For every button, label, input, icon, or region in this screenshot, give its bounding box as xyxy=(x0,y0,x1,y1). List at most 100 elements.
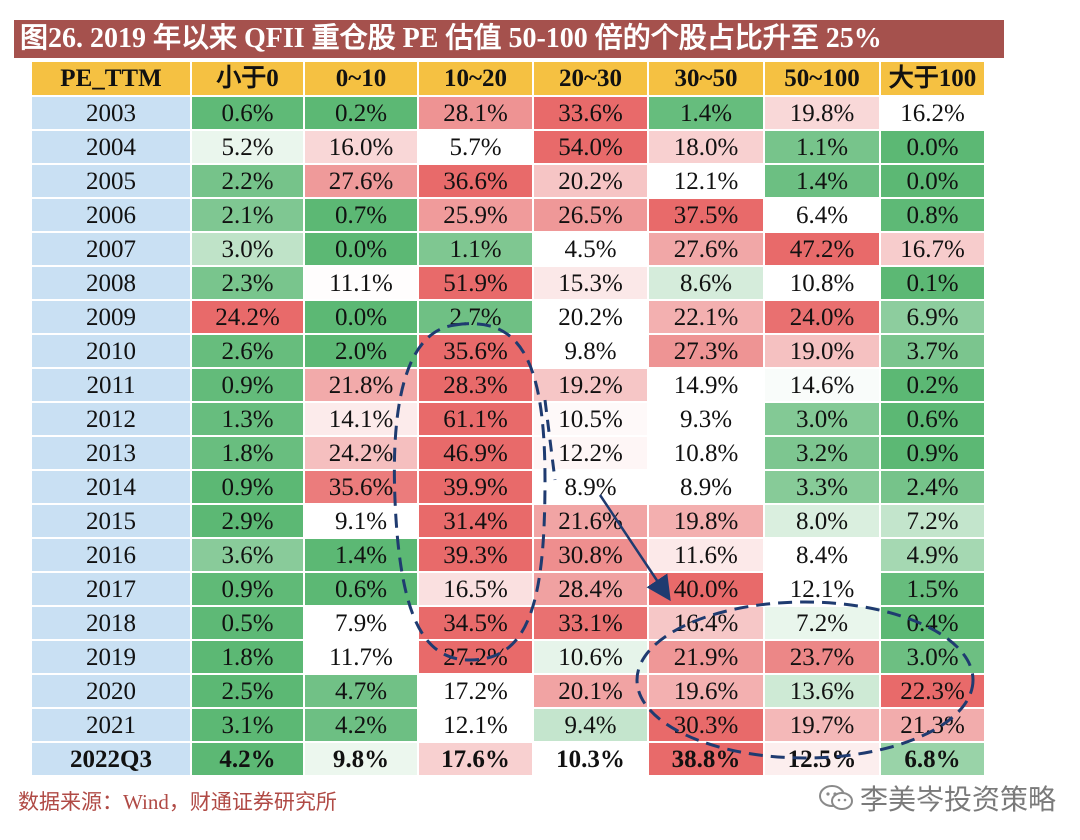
table-cell: 16.7% xyxy=(879,231,986,267)
table-row: 2022Q3 4.2% 9.8% 17.6% 10.3% 38.8% 12.5% 6.8% xyxy=(30,741,986,777)
pe-distribution-table: PE_TTM 小于0 0~10 10~20 20~30 30~50 50~100… xyxy=(30,60,986,777)
table-cell: 8.9% xyxy=(647,469,765,505)
table-cell: 0.1% xyxy=(879,265,986,301)
row-label: 2010 xyxy=(30,333,192,369)
table-cell: 0.9% xyxy=(879,435,986,471)
table-cell: 19.8% xyxy=(647,503,765,539)
table-cell: 9.4% xyxy=(532,707,649,743)
table-cell: 16.2% xyxy=(879,95,986,131)
table-cell: 10.6% xyxy=(532,639,649,675)
table-cell: 3.3% xyxy=(763,469,881,505)
data-source: 数据来源：Wind，财通证券研究所 xyxy=(18,790,337,814)
table-cell: 27.2% xyxy=(417,639,534,675)
table-cell: 10.8% xyxy=(763,265,881,301)
row-label: 2012 xyxy=(30,401,192,437)
table-cell: 4.5% xyxy=(532,231,649,267)
table-cell: 28.1% xyxy=(417,95,534,131)
table-row: 2018 0.5% 7.9% 34.5% 33.1% 16.4% 7.2% 0.4% xyxy=(30,605,986,641)
table-cell: 10.8% xyxy=(647,435,765,471)
table-cell: 22.3% xyxy=(879,673,986,709)
table-cell: 24.2% xyxy=(190,299,305,335)
table-cell: 1.3% xyxy=(190,401,305,437)
table-cell: 8.9% xyxy=(532,469,649,505)
watermark-text: 李美岑投资策略 xyxy=(860,783,1057,816)
table-cell: 20.1% xyxy=(532,673,649,709)
row-label: 2020 xyxy=(30,673,192,709)
table-cell: 12.5% xyxy=(763,741,881,777)
table-row: 2005 2.2% 27.6% 36.6% 20.2% 12.1% 1.4% 0.0% xyxy=(30,163,986,199)
column-header: 30~50 xyxy=(647,60,765,97)
table-row: 2014 0.9% 35.6% 39.9% 8.9% 8.9% 3.3% 2.4% xyxy=(30,469,986,505)
row-label: 2004 xyxy=(30,129,192,165)
table-cell: 19.8% xyxy=(763,95,881,131)
table-cell: 6.9% xyxy=(879,299,986,335)
table-cell: 18.0% xyxy=(647,129,765,165)
table-cell: 4.2% xyxy=(303,707,419,743)
table-cell: 35.6% xyxy=(303,469,419,505)
table-cell: 7.9% xyxy=(303,605,419,641)
table-cell: 0.7% xyxy=(303,197,419,233)
table-cell: 14.6% xyxy=(763,367,881,403)
table-cell: 0.0% xyxy=(303,231,419,267)
table-cell: 39.3% xyxy=(417,537,534,573)
table-row: 2003 0.6% 0.2% 28.1% 33.6% 1.4% 19.8% 16.2% xyxy=(30,95,986,131)
column-header: 20~30 xyxy=(532,60,649,97)
table-cell: 3.6% xyxy=(190,537,305,573)
row-label: 2009 xyxy=(30,299,192,335)
table-cell: 10.5% xyxy=(532,401,649,437)
table-cell: 1.4% xyxy=(763,163,881,199)
table-cell: 0.9% xyxy=(190,469,305,505)
table-cell: 21.9% xyxy=(647,639,765,675)
table-cell: 1.4% xyxy=(647,95,765,131)
table-cell: 13.6% xyxy=(763,673,881,709)
row-label: 2006 xyxy=(30,197,192,233)
table-row: 2016 3.6% 1.4% 39.3% 30.8% 11.6% 8.4% 4.9% xyxy=(30,537,986,573)
row-label: 2013 xyxy=(30,435,192,471)
table-cell: 0.6% xyxy=(879,401,986,437)
table-cell: 11.7% xyxy=(303,639,419,675)
table-cell: 16.0% xyxy=(303,129,419,165)
table-cell: 24.2% xyxy=(303,435,419,471)
column-header: 50~100 xyxy=(763,60,881,97)
table-cell: 3.0% xyxy=(190,231,305,267)
table-cell: 39.9% xyxy=(417,469,534,505)
table-cell: 2.3% xyxy=(190,265,305,301)
table-cell: 8.0% xyxy=(763,503,881,539)
table-cell: 1.5% xyxy=(879,571,986,607)
table-cell: 3.0% xyxy=(763,401,881,437)
table-cell: 2.5% xyxy=(190,673,305,709)
column-header: 大于100 xyxy=(879,60,986,97)
table-row: 2009 24.2% 0.0% 2.7% 20.2% 22.1% 24.0% 6.9% xyxy=(30,299,986,335)
row-label: 2015 xyxy=(30,503,192,539)
table-cell: 1.8% xyxy=(190,435,305,471)
table-cell: 61.1% xyxy=(417,401,534,437)
table-cell: 9.8% xyxy=(532,333,649,369)
table-cell: 51.9% xyxy=(417,265,534,301)
figure-title: 图26. 2019 年以来 QFII 重仓股 PE 估值 50-100 倍的个股… xyxy=(14,20,1004,58)
row-label: 2021 xyxy=(30,707,192,743)
table-cell: 4.2% xyxy=(190,741,305,777)
table-cell: 23.7% xyxy=(763,639,881,675)
table-cell: 1.4% xyxy=(303,537,419,573)
table-cell: 3.0% xyxy=(879,639,986,675)
table-cell: 14.9% xyxy=(647,367,765,403)
column-header: 小于0 xyxy=(190,60,305,97)
table-cell: 47.2% xyxy=(763,231,881,267)
table-cell: 30.3% xyxy=(647,707,765,743)
table-cell: 4.7% xyxy=(303,673,419,709)
table-cell: 3.1% xyxy=(190,707,305,743)
table-cell: 28.4% xyxy=(532,571,649,607)
table-cell: 16.4% xyxy=(647,605,765,641)
table-cell: 6.4% xyxy=(763,197,881,233)
table-cell: 1.1% xyxy=(763,129,881,165)
table-row: 2012 1.3% 14.1% 61.1% 10.5% 9.3% 3.0% 0.6% xyxy=(30,401,986,437)
table-cell: 21.3% xyxy=(879,707,986,743)
wechat-icon xyxy=(818,784,854,819)
table-cell: 2.7% xyxy=(417,299,534,335)
table-cell: 5.2% xyxy=(190,129,305,165)
table-row: 2017 0.9% 0.6% 16.5% 28.4% 40.0% 12.1% 1.5% xyxy=(30,571,986,607)
table-cell: 40.0% xyxy=(647,571,765,607)
table-cell: 9.1% xyxy=(303,503,419,539)
table-cell: 12.1% xyxy=(763,571,881,607)
table-cell: 46.9% xyxy=(417,435,534,471)
